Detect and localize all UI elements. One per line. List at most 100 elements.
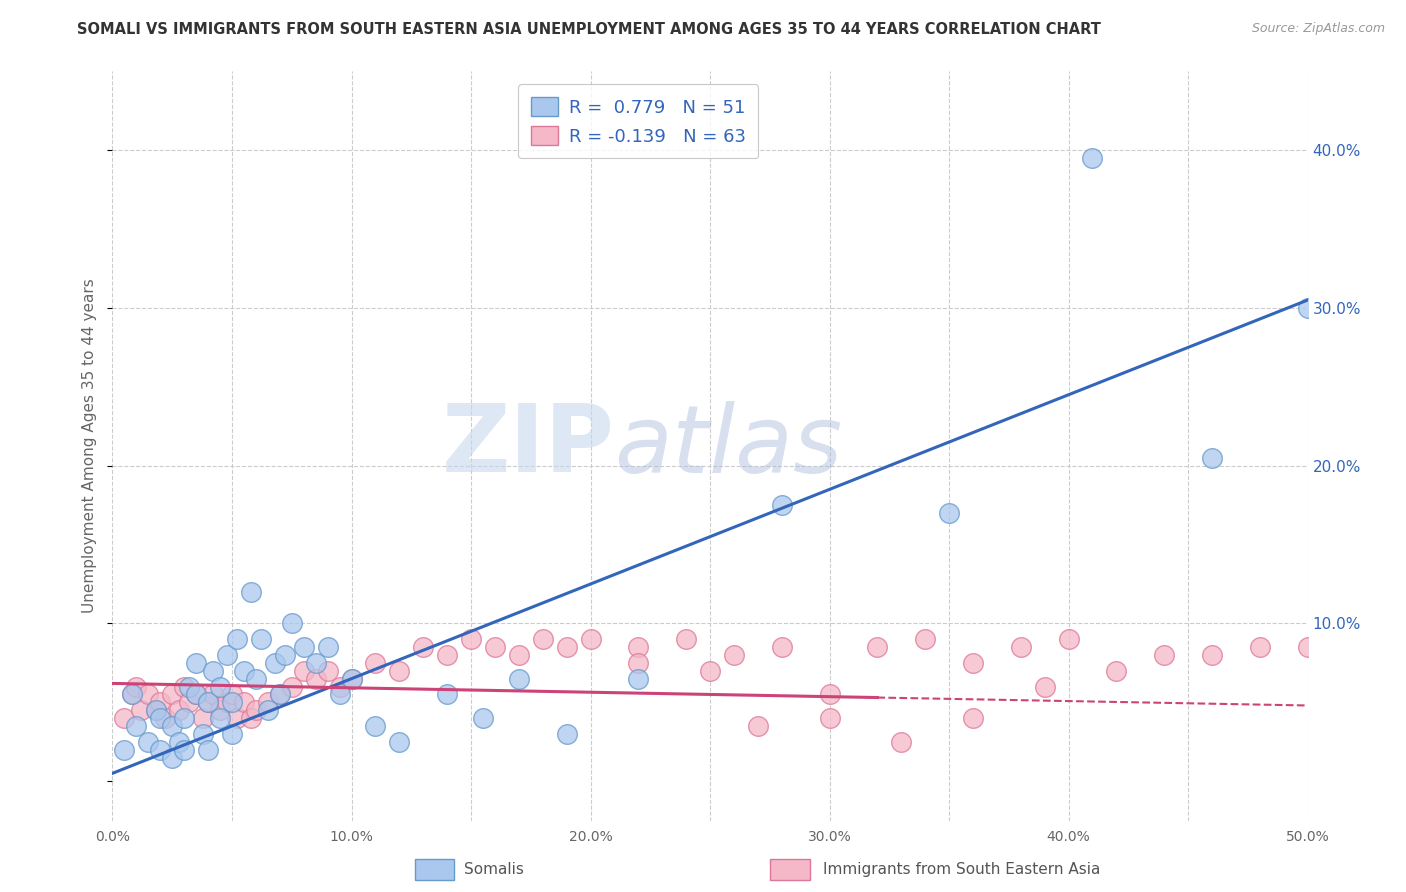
Point xyxy=(770,640,793,654)
Text: Immigrants from South Eastern Asia: Immigrants from South Eastern Asia xyxy=(823,863,1099,877)
Point xyxy=(770,498,793,512)
Text: Source: ZipAtlas.com: Source: ZipAtlas.com xyxy=(1251,22,1385,36)
Point xyxy=(201,664,224,678)
Point xyxy=(412,640,434,654)
Point xyxy=(316,640,339,654)
Point xyxy=(1057,632,1080,647)
Point xyxy=(257,695,280,709)
Point xyxy=(221,688,243,702)
Point xyxy=(962,656,984,670)
Point xyxy=(162,750,183,764)
Point xyxy=(145,703,167,717)
Point xyxy=(316,664,339,678)
Point xyxy=(627,640,650,654)
Point xyxy=(388,664,411,678)
Point xyxy=(460,632,482,647)
Text: ZIP: ZIP xyxy=(441,400,614,492)
Point xyxy=(436,648,458,662)
Point xyxy=(257,703,280,717)
Point xyxy=(747,719,769,733)
Point xyxy=(245,672,267,686)
Point xyxy=(1081,151,1104,165)
Text: SOMALI VS IMMIGRANTS FROM SOUTH EASTERN ASIA UNEMPLOYMENT AMONG AGES 35 TO 44 YE: SOMALI VS IMMIGRANTS FROM SOUTH EASTERN … xyxy=(77,22,1101,37)
Point xyxy=(269,688,291,702)
Point xyxy=(329,688,352,702)
Point xyxy=(193,711,215,725)
Point xyxy=(240,711,263,725)
Point xyxy=(162,688,183,702)
Point xyxy=(627,672,650,686)
Point xyxy=(129,703,152,717)
Point xyxy=(186,688,208,702)
Point xyxy=(121,688,143,702)
Point xyxy=(818,711,841,725)
Point xyxy=(340,672,363,686)
Point xyxy=(292,664,315,678)
Point xyxy=(245,703,267,717)
Point xyxy=(149,695,172,709)
Y-axis label: Unemployment Among Ages 35 to 44 years: Unemployment Among Ages 35 to 44 years xyxy=(82,278,97,614)
Legend: R =  0.779   N = 51, R = -0.139   N = 63: R = 0.779 N = 51, R = -0.139 N = 63 xyxy=(519,84,758,158)
Point xyxy=(225,711,247,725)
Text: Somalis: Somalis xyxy=(464,863,524,877)
Point xyxy=(388,735,411,749)
Point xyxy=(149,711,172,725)
Point xyxy=(364,719,387,733)
Point xyxy=(364,656,387,670)
Point xyxy=(217,695,239,709)
Point xyxy=(153,711,176,725)
Point xyxy=(292,640,315,654)
Point xyxy=(329,680,352,694)
Point xyxy=(173,680,195,694)
Text: atlas: atlas xyxy=(614,401,842,491)
Point xyxy=(914,632,936,647)
Point xyxy=(962,711,984,725)
Point xyxy=(890,735,912,749)
Point xyxy=(233,664,256,678)
Point xyxy=(169,735,191,749)
Point xyxy=(1201,450,1223,465)
Point xyxy=(138,735,160,749)
Point xyxy=(1249,640,1271,654)
Point xyxy=(197,742,219,756)
Point xyxy=(818,688,841,702)
Point xyxy=(340,672,363,686)
Point xyxy=(149,742,172,756)
Point xyxy=(145,703,167,717)
Point xyxy=(699,664,721,678)
Point xyxy=(281,680,304,694)
Point xyxy=(938,506,960,520)
Point xyxy=(1010,640,1032,654)
Point xyxy=(125,680,148,694)
Point xyxy=(305,656,328,670)
Point xyxy=(484,640,506,654)
Point xyxy=(1201,648,1223,662)
Point xyxy=(177,695,200,709)
Point xyxy=(209,680,232,694)
Point xyxy=(121,688,143,702)
Point xyxy=(723,648,745,662)
Point xyxy=(240,585,263,599)
Point xyxy=(114,711,135,725)
Point xyxy=(225,632,247,647)
Point xyxy=(209,703,232,717)
Point xyxy=(173,711,195,725)
Point xyxy=(209,711,232,725)
Point xyxy=(197,695,219,709)
Point xyxy=(186,688,208,702)
Point xyxy=(221,727,243,741)
Point xyxy=(281,616,304,631)
Point xyxy=(193,727,215,741)
Point xyxy=(201,688,224,702)
Point xyxy=(197,695,219,709)
Point xyxy=(217,648,239,662)
Point xyxy=(1033,680,1056,694)
Point xyxy=(162,719,183,733)
Point xyxy=(436,688,458,702)
Point xyxy=(1296,301,1319,315)
Point xyxy=(555,640,578,654)
Point xyxy=(1296,640,1319,654)
Point xyxy=(264,656,287,670)
Point xyxy=(233,695,256,709)
Point xyxy=(305,672,328,686)
